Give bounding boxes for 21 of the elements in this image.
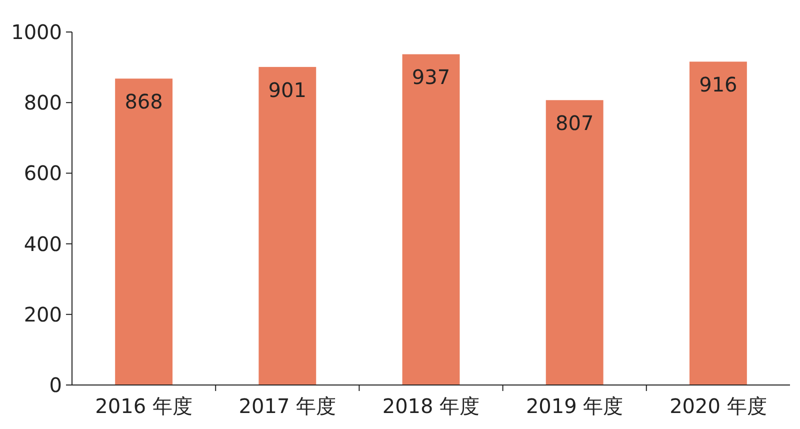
data-label: 901 (268, 78, 306, 102)
x-tick-label: 2016 年度 (95, 394, 192, 418)
y-tick-label: 400 (24, 232, 62, 256)
data-label: 916 (699, 72, 738, 97)
y-tick-label: 1000 (11, 20, 62, 44)
data-label: 868 (124, 90, 163, 114)
bar (689, 62, 747, 385)
x-tick-label: 2018 年度 (382, 394, 480, 418)
y-tick-label: 600 (24, 161, 62, 186)
x-tick-label: 2019 年度 (526, 394, 624, 418)
bar (115, 78, 173, 385)
y-tick-label: 200 (24, 302, 62, 326)
x-tick-label: 2020 年度 (670, 394, 767, 418)
bar (546, 100, 604, 385)
y-tick-label: 0 (49, 373, 62, 397)
bar (402, 54, 460, 385)
data-label: 807 (556, 111, 594, 136)
data-label: 937 (412, 65, 450, 90)
y-tick-label: 800 (24, 90, 62, 115)
bar (258, 66, 316, 385)
x-tick-label: 2017 年度 (238, 394, 336, 418)
